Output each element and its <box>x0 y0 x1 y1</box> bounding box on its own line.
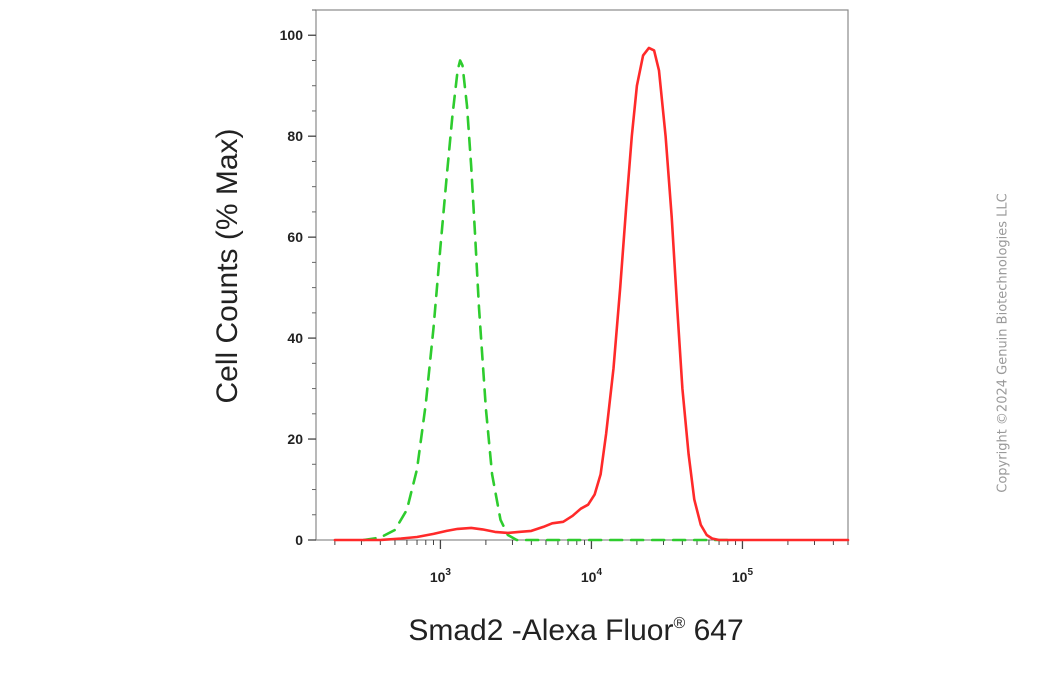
y-tick-label: 60 <box>287 229 303 245</box>
y-axis: 0 20 40 60 80 100 <box>280 9 316 548</box>
series-layer <box>333 46 850 542</box>
x-axis-title-main: Smad2 -Alexa Fluor <box>408 614 673 647</box>
x-axis: 103 104 105 <box>334 540 849 585</box>
y-tick-label: 100 <box>280 27 304 43</box>
x-tick-base: 10 <box>581 569 597 585</box>
x-tick-exponent: 5 <box>747 567 753 578</box>
y-tick-label: 80 <box>287 128 303 144</box>
x-tick-label: 105 <box>732 567 754 585</box>
x-axis-title-suffix: 647 <box>685 614 743 647</box>
plot-frame <box>315 9 849 541</box>
registered-mark: ® <box>673 615 685 632</box>
x-tick-label: 103 <box>430 567 452 585</box>
y-tick-label: 0 <box>295 532 303 548</box>
x-tick-exponent: 4 <box>596 567 602 578</box>
series-line-solid <box>333 46 850 542</box>
x-axis-title: Smad2 -Alexa Fluor® 647 <box>408 614 743 647</box>
x-tick-base: 10 <box>732 569 748 585</box>
x-tick-base: 10 <box>430 569 446 585</box>
x-tick-label: 104 <box>581 567 603 585</box>
y-tick-label: 20 <box>287 431 303 447</box>
series-line-dashed <box>362 59 730 542</box>
y-axis-title: Cell Counts (% Max) <box>211 128 244 403</box>
y-tick-label: 40 <box>287 330 303 346</box>
copyright-notice: Copyright ©2024 Genuin Biotechnologies L… <box>995 193 1011 493</box>
x-tick-exponent: 3 <box>445 567 451 578</box>
